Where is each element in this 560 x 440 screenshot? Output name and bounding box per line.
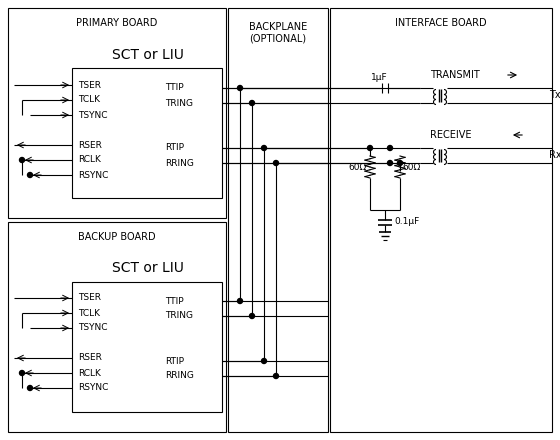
Bar — [72, 68, 222, 198]
Text: RECEIVE: RECEIVE — [430, 130, 472, 140]
Text: RRING: RRING — [165, 158, 194, 168]
Text: RCLK: RCLK — [78, 368, 101, 378]
Text: 1μF: 1μF — [371, 73, 388, 82]
Text: RSYNC: RSYNC — [78, 384, 109, 392]
Text: TCLK: TCLK — [78, 95, 100, 104]
Circle shape — [262, 359, 267, 363]
Circle shape — [273, 161, 278, 165]
Bar — [72, 282, 222, 412]
Text: RTIP: RTIP — [165, 143, 184, 153]
Text: RTIP: RTIP — [165, 356, 184, 366]
Bar — [8, 222, 226, 432]
Bar — [8, 8, 226, 218]
Text: TRANSMIT: TRANSMIT — [430, 70, 480, 80]
Text: TSER: TSER — [78, 293, 101, 302]
Circle shape — [250, 313, 254, 319]
Circle shape — [388, 161, 393, 165]
Circle shape — [20, 158, 25, 162]
Text: 60Ω: 60Ω — [402, 162, 420, 172]
Text: INTERFACE BOARD: INTERFACE BOARD — [395, 18, 487, 28]
Text: RSER: RSER — [78, 353, 102, 363]
Circle shape — [388, 146, 393, 150]
Circle shape — [237, 298, 242, 304]
Text: BACKUP BOARD: BACKUP BOARD — [78, 232, 156, 242]
Text: PRIMARY BOARD: PRIMARY BOARD — [76, 18, 158, 28]
Text: RRING: RRING — [165, 371, 194, 381]
Text: TSYNC: TSYNC — [78, 323, 108, 333]
Text: TTIP: TTIP — [165, 84, 184, 92]
Text: 0.1μF: 0.1μF — [394, 217, 419, 227]
Text: BACKPLANE
(OPTIONAL): BACKPLANE (OPTIONAL) — [249, 22, 307, 44]
Bar — [330, 8, 552, 432]
Text: TCLK: TCLK — [78, 308, 100, 318]
Text: 60Ω: 60Ω — [348, 162, 366, 172]
Text: Tx: Tx — [549, 90, 560, 100]
Text: RSER: RSER — [78, 140, 102, 150]
Text: TTIP: TTIP — [165, 297, 184, 305]
Circle shape — [20, 370, 25, 375]
Text: TSYNC: TSYNC — [78, 110, 108, 120]
Text: SCT or LIU: SCT or LIU — [112, 261, 184, 275]
Text: TRING: TRING — [165, 99, 193, 107]
Text: RSYNC: RSYNC — [78, 170, 109, 180]
Circle shape — [398, 161, 403, 165]
Text: RCLK: RCLK — [78, 155, 101, 165]
Text: TSER: TSER — [78, 81, 101, 89]
Circle shape — [27, 385, 32, 390]
Circle shape — [367, 146, 372, 150]
Text: Rx: Rx — [549, 150, 560, 160]
Text: SCT or LIU: SCT or LIU — [112, 48, 184, 62]
Text: TRING: TRING — [165, 312, 193, 320]
Bar — [228, 8, 328, 432]
Circle shape — [27, 172, 32, 177]
Circle shape — [273, 374, 278, 378]
Circle shape — [237, 85, 242, 91]
Circle shape — [262, 146, 267, 150]
Circle shape — [250, 100, 254, 106]
